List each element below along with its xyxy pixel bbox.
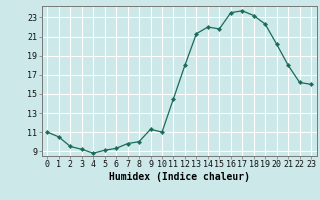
- X-axis label: Humidex (Indice chaleur): Humidex (Indice chaleur): [109, 172, 250, 182]
